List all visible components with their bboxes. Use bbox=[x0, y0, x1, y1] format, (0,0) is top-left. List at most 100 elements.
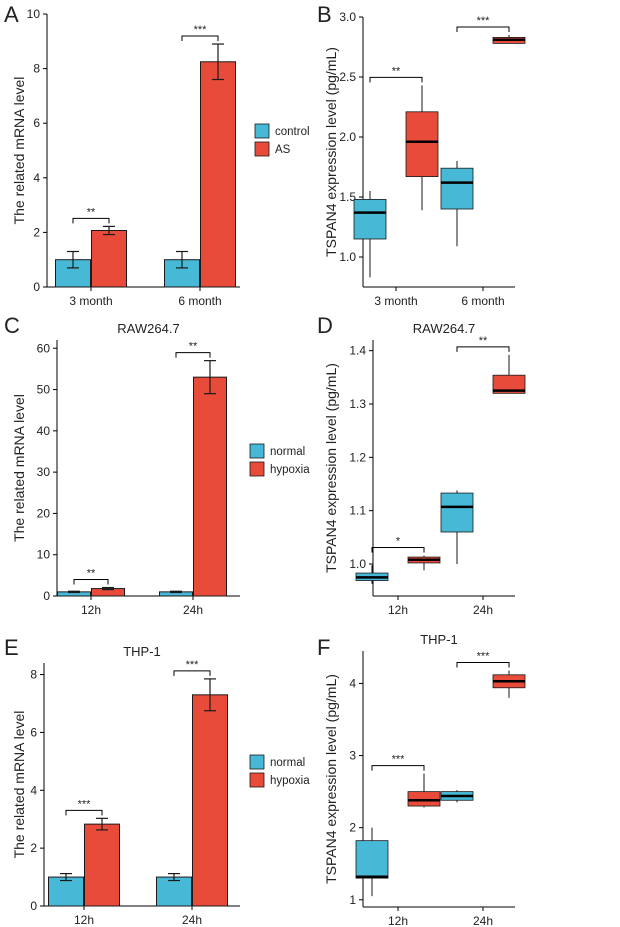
x-tick-label: 12h bbox=[81, 603, 101, 617]
panel-letter: B bbox=[317, 2, 332, 27]
box-hypoxia bbox=[492, 374, 526, 394]
legend-label: normal bbox=[270, 757, 305, 769]
y-tick-label: 40 bbox=[37, 424, 51, 438]
y-tick-label: 1.0 bbox=[349, 557, 366, 571]
significance-bracket bbox=[175, 352, 211, 358]
y-tick-label: 3.0 bbox=[339, 10, 356, 24]
bar-hypoxia bbox=[192, 694, 228, 907]
bar-hypoxia bbox=[84, 823, 120, 907]
y-tick-label: 2 bbox=[349, 821, 356, 835]
box-control bbox=[353, 198, 387, 240]
box-control bbox=[440, 167, 474, 210]
y-axis-label: The related mRNA level bbox=[11, 394, 27, 542]
significance-bracket bbox=[72, 217, 110, 224]
y-tick-label: 8 bbox=[33, 62, 40, 76]
panel-title: THP-1 bbox=[123, 644, 161, 659]
panel-b: B 1.0 1.5 2.0 2.5 3.0 TSPAN4 expression level … bbox=[317, 2, 526, 308]
panel-title: THP-1 bbox=[420, 632, 458, 647]
legend-swatch bbox=[254, 123, 270, 139]
panel-letter: F bbox=[317, 635, 330, 660]
y-tick-label: 8 bbox=[30, 668, 37, 682]
y-tick-label: 10 bbox=[37, 548, 51, 562]
x-tick-label: 6 month bbox=[178, 294, 221, 308]
significance-label: *** bbox=[78, 798, 92, 810]
y-tick-label: 2.5 bbox=[339, 70, 356, 84]
y-tick-label: 1.0 bbox=[339, 250, 356, 264]
panel-title: RAW264.7 bbox=[413, 321, 475, 336]
significance-bracket bbox=[456, 26, 510, 32]
panel-letter: E bbox=[4, 635, 19, 660]
significance-label: ** bbox=[189, 341, 198, 353]
x-tick-label: 3 month bbox=[69, 294, 112, 308]
y-axis-label: The related mRNA level bbox=[11, 711, 27, 859]
y-tick-label: 0 bbox=[43, 589, 50, 603]
significance-bracket bbox=[73, 579, 109, 585]
y-tick-label: 4 bbox=[33, 171, 40, 185]
x-tick-label: 12h bbox=[388, 603, 408, 617]
legend-swatch bbox=[249, 772, 265, 788]
x-tick-label: 24h bbox=[473, 603, 493, 617]
y-tick-label: 6 bbox=[33, 116, 40, 130]
significance-bracket bbox=[369, 76, 423, 83]
y-tick-label: 2 bbox=[30, 841, 37, 855]
box-normal bbox=[355, 840, 389, 879]
y-tick-label: 1 bbox=[349, 893, 356, 907]
panel-letter: D bbox=[317, 313, 333, 338]
legend-swatch bbox=[254, 141, 270, 157]
y-tick-label: 2 bbox=[33, 225, 40, 239]
bar-normal bbox=[48, 876, 84, 907]
x-tick-label: 6 month bbox=[461, 294, 504, 308]
box-as bbox=[405, 111, 439, 178]
y-tick-label: 30 bbox=[37, 465, 51, 479]
panel-e: E THP-1 0 2 4 6 8 The related mRNA level 12h 24h n… bbox=[4, 635, 310, 927]
y-axis-label: TSPAN4 expression level (pg/mL) bbox=[323, 363, 339, 573]
significance-bracket bbox=[371, 546, 425, 553]
bar-normal bbox=[156, 876, 192, 907]
y-tick-label: 2.0 bbox=[339, 130, 356, 144]
y-tick-label: 20 bbox=[37, 506, 51, 520]
panel-letter: A bbox=[4, 2, 19, 27]
significance-label: ** bbox=[87, 568, 96, 580]
significance-bracket bbox=[456, 346, 510, 352]
x-tick-label: 12h bbox=[388, 914, 408, 927]
x-tick-label: 24h bbox=[183, 603, 203, 617]
legend-swatch bbox=[249, 754, 265, 770]
y-tick-label: 0 bbox=[30, 899, 37, 913]
y-tick-label: 0 bbox=[33, 280, 40, 294]
panel-f: F THP-1 1 2 3 4 TSPAN4 expression level (pg/mL… bbox=[317, 632, 526, 927]
x-tick-label: 24h bbox=[473, 914, 493, 927]
significance-bracket bbox=[173, 670, 211, 676]
y-tick-label: 60 bbox=[37, 341, 51, 355]
significance-label: *** bbox=[477, 650, 491, 662]
y-tick-label: 6 bbox=[30, 725, 37, 739]
significance-label: *** bbox=[186, 659, 200, 671]
y-tick-label: 50 bbox=[37, 383, 51, 397]
y-tick-label: 4 bbox=[349, 676, 356, 690]
significance-label: * bbox=[396, 535, 401, 547]
y-axis-label: The related mRNA level bbox=[11, 77, 27, 225]
significance-label: *** bbox=[477, 15, 491, 27]
y-tick-label: 10 bbox=[27, 7, 41, 21]
significance-bracket bbox=[371, 765, 425, 771]
legend-swatch bbox=[249, 443, 265, 459]
box-hypoxia bbox=[407, 791, 441, 807]
y-axis-label: TSPAN4 expression level (pg/mL) bbox=[323, 674, 339, 884]
y-tick-label: 1.1 bbox=[349, 504, 366, 518]
y-tick-label: 1.5 bbox=[339, 190, 356, 204]
significance-label: ** bbox=[392, 65, 401, 77]
significance-label: *** bbox=[392, 754, 406, 766]
significance-bracket bbox=[456, 661, 510, 668]
x-tick-label: 3 month bbox=[374, 294, 417, 308]
significance-label: *** bbox=[194, 24, 208, 36]
panel-letter: C bbox=[4, 313, 20, 338]
y-tick-label: 3 bbox=[349, 749, 356, 763]
legend-label: normal bbox=[270, 446, 305, 458]
significance-bracket bbox=[65, 809, 103, 816]
x-tick-label: 12h bbox=[74, 913, 94, 927]
y-tick-label: 4 bbox=[30, 783, 37, 797]
panel-d: D RAW264.7 1.0 1.1 1.2 1.3 1.4 TSPAN4 expressio… bbox=[317, 313, 526, 617]
legend-label: AS bbox=[275, 144, 291, 156]
panel-a: A 0 2 4 6 8 10 The related mRNA level 3 month 6 m… bbox=[4, 2, 310, 308]
significance-label: ** bbox=[479, 335, 488, 347]
significance-label: ** bbox=[87, 206, 96, 218]
